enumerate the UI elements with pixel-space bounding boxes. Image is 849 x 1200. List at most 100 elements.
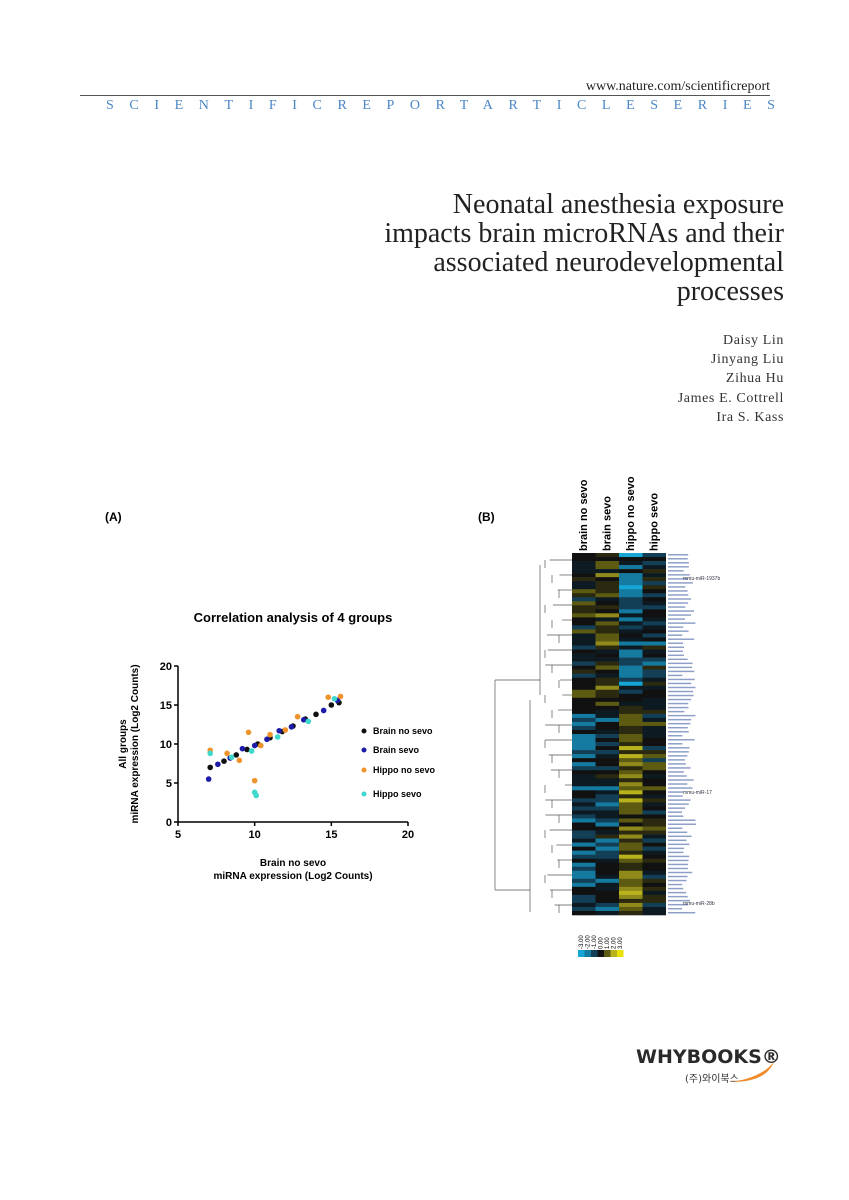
heatmap-cell	[572, 725, 596, 731]
heatmap-cell	[595, 906, 619, 912]
heatmap-cell	[595, 822, 619, 827]
heatmap-cell	[619, 798, 643, 803]
heatmap-cell	[619, 802, 643, 807]
row-label-stub	[668, 767, 691, 769]
row-label-stub	[668, 698, 692, 701]
heatmap-cell	[642, 742, 666, 747]
point	[253, 792, 259, 799]
heatmap-cell	[572, 633, 596, 638]
heatmap-cell	[572, 681, 596, 687]
heatmap-cell	[619, 589, 643, 594]
row-label-stub	[668, 847, 685, 850]
heatmap-cell	[642, 621, 666, 626]
heatmap-cell	[619, 665, 643, 670]
heatmap-cell	[619, 597, 643, 602]
row-label-stub	[668, 678, 695, 681]
heatmap-cell	[572, 754, 596, 759]
heatmap-cell	[595, 681, 619, 687]
heatmap-cell	[595, 641, 619, 646]
row-label-stub	[668, 674, 683, 677]
heatmap-cell	[572, 794, 596, 799]
x-label: miRNA expression (Log2 Counts)	[213, 871, 372, 882]
point	[288, 724, 295, 730]
heatmap-cell	[572, 782, 596, 787]
heatmap-cell	[642, 902, 666, 908]
heatmap-cell	[642, 910, 666, 916]
heatmap-cell	[595, 866, 619, 872]
heatmap-cell	[572, 553, 596, 558]
heatmap-cell	[572, 649, 596, 654]
row-label-stub	[668, 839, 687, 842]
row-label-stub	[668, 807, 686, 809]
heatmap-cell	[595, 794, 619, 799]
point	[325, 694, 332, 700]
heatmap-cell	[619, 585, 643, 590]
heatmap-cell	[595, 577, 619, 582]
heatmap-cell	[619, 766, 643, 771]
heatmap-cell	[642, 830, 666, 835]
heatmap-cell	[572, 850, 596, 855]
heatmap-cell	[642, 669, 666, 674]
heatmap-cell	[572, 637, 596, 642]
row-label-stub	[668, 638, 695, 640]
heatmap-cell	[572, 894, 596, 900]
heatmap-cell	[572, 641, 596, 646]
heatmap-cell	[642, 565, 666, 570]
row-label-stub	[668, 622, 696, 624]
heatmap-cell	[595, 806, 619, 811]
row-label-stub	[668, 582, 693, 584]
heatmap-cell	[572, 717, 596, 723]
heatmap-cell	[595, 633, 619, 638]
row-label-stub	[668, 783, 688, 785]
heatmap-cell	[619, 862, 643, 868]
heatmap-cell	[595, 826, 619, 831]
heatmap-cell	[642, 838, 666, 843]
heatmap-cell	[595, 810, 619, 815]
heatmap-cell	[572, 746, 596, 751]
heatmap-cell	[619, 641, 643, 646]
colorbar-label: -2.00	[586, 935, 592, 949]
colorbar-label: 1.00	[605, 937, 611, 949]
row-label-stub	[668, 815, 684, 817]
heatmap-cell	[619, 902, 643, 908]
heatmap-cell	[572, 886, 596, 892]
point	[300, 717, 307, 723]
y-tick-label: 15	[160, 700, 172, 712]
row-label-stub	[668, 670, 695, 673]
point	[251, 777, 258, 784]
row-label-stub	[668, 626, 684, 628]
row-label-stub	[668, 634, 683, 636]
row-label-stub	[668, 787, 693, 789]
heatmap-cell	[595, 878, 619, 884]
heatmap-cell	[595, 742, 619, 747]
heatmap-cell	[619, 894, 643, 900]
row-label-stub	[668, 730, 689, 733]
row-label-stub	[668, 903, 689, 906]
heatmap-cell	[572, 858, 596, 864]
heatmap-cell	[619, 557, 643, 562]
heatmap-cell	[572, 778, 596, 783]
heatmap-cell	[595, 725, 619, 731]
heatmap-cell	[619, 725, 643, 731]
row-label-stub	[668, 662, 693, 665]
heatmap-cell	[642, 794, 666, 799]
heatmap-cell	[572, 569, 596, 574]
heatmap-cell	[619, 806, 643, 811]
heatmap-cell	[619, 729, 643, 735]
heatmap-cell	[619, 613, 643, 618]
heatmap-cell	[572, 910, 596, 916]
heatmap-cell	[642, 713, 666, 719]
heatmap-cell	[595, 573, 619, 578]
heatmap-cell	[572, 766, 596, 771]
heatmap-cell	[619, 758, 643, 763]
heatmap-cell	[572, 802, 596, 807]
heatmap-cell	[619, 890, 643, 896]
heatmap-cell	[619, 878, 643, 884]
heatmap-cell	[619, 689, 643, 695]
row-label-stub	[668, 803, 689, 805]
heatmap-cell	[595, 902, 619, 908]
heatmap-cell	[619, 870, 643, 876]
heatmap-cell	[572, 677, 596, 683]
heatmap-cell	[619, 637, 643, 642]
heatmap-cell	[595, 653, 619, 658]
